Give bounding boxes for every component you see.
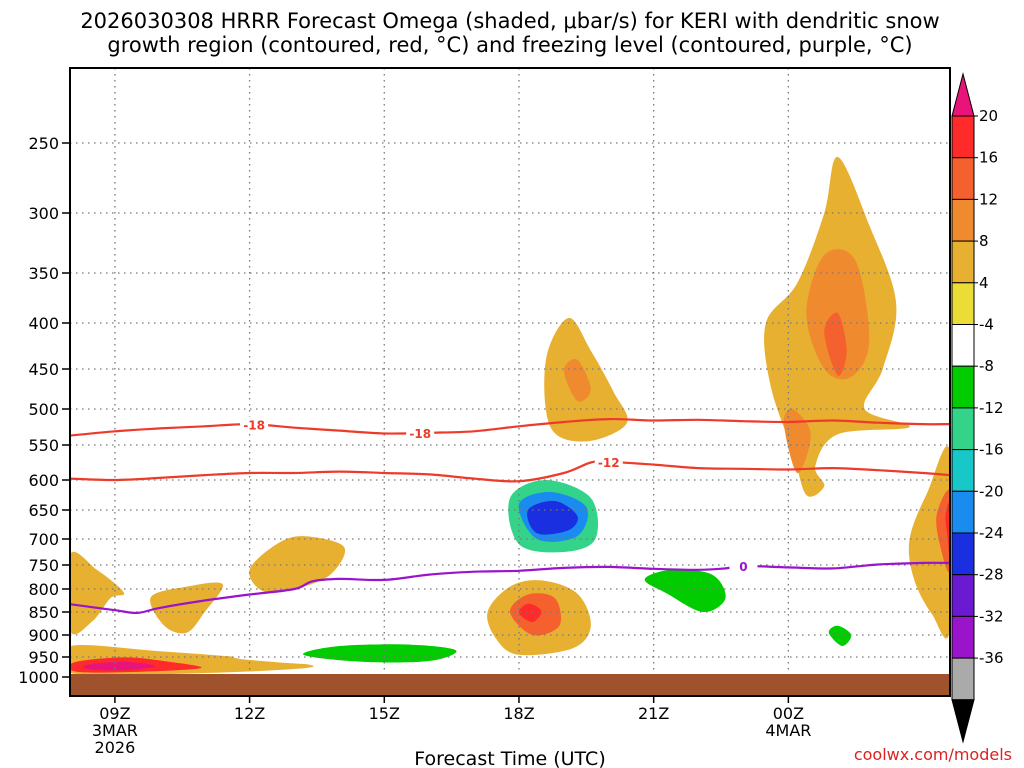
colorbar-bottom-triangle: [951, 699, 975, 744]
omega-region-5: [82, 661, 156, 671]
isotherm-label-bg-2-0: [729, 557, 758, 573]
isotherm-label-bg-1-0: [594, 453, 623, 469]
plot-frame: [69, 67, 951, 697]
omega-region-14: [527, 500, 578, 535]
colorbar-swatch-7: [951, 407, 975, 451]
y-tick-label-900: 900: [28, 626, 59, 645]
colorbar-label-1: 16: [979, 149, 998, 167]
colorbar-swatch-1: [951, 157, 975, 200]
colorbar-label-9: -20: [979, 482, 1004, 500]
omega-region-17: [518, 603, 542, 623]
isotherm-minus12: [70, 460, 950, 483]
colorbar-swatch-8: [951, 449, 975, 492]
isotherm-minus18: [70, 417, 950, 437]
colorbar-label-5: -4: [979, 316, 994, 334]
colorbar-swatch-0: [951, 115, 975, 159]
omega-region-19: [563, 359, 591, 402]
colorbar-label-6: -8: [979, 357, 994, 375]
y-tick-label-250: 250: [28, 134, 59, 153]
omega-region-30: [908, 446, 950, 639]
colorbar-label-0: 20: [979, 107, 998, 125]
y-tick-label-800: 800: [28, 580, 59, 599]
pressure-axis: 250 300 350 400 450 500 550 600 650 700 750 800 850 9…: [18, 134, 70, 687]
site-credit[interactable]: coolwx.com/models: [854, 745, 1012, 764]
temperature-contours: [70, 417, 950, 615]
y-tick-label-450: 450: [28, 360, 59, 379]
omega-region-1: [150, 582, 224, 634]
x-tick-label-2: 15Z: [369, 704, 400, 723]
colorbar-swatch-5: [951, 324, 975, 367]
x-tick-label-4: 21Z: [638, 704, 669, 723]
x-tick-label-5: 00Z: [773, 704, 804, 723]
y-tick-label-550: 550: [28, 436, 59, 455]
omega-region-25: [824, 312, 847, 376]
isotherm-label-0-0: -18: [243, 418, 265, 432]
isotherm-label-2-0: 0: [739, 560, 747, 574]
y-tick-label-950: 950: [28, 648, 59, 667]
colorbar-swatch-6: [951, 365, 975, 409]
colorbar-label-8: -16: [979, 441, 1004, 459]
x-tick-label-1: 12Z: [234, 704, 265, 723]
y-tick-label-500: 500: [28, 400, 59, 419]
colorbar-swatch-9: [951, 490, 975, 534]
colorbar-label-10: -24: [979, 524, 1004, 542]
colorbar-swatch-10: [951, 532, 975, 576]
omega-shading: [70, 68, 950, 674]
y-tick-label-600: 600: [28, 471, 59, 490]
x-tick-label-3: 18Z: [503, 704, 534, 723]
colorbar-swatch-13: [951, 657, 975, 701]
y-tick-label-750: 750: [28, 556, 59, 575]
y-tick-label-1000: 1000: [18, 668, 59, 687]
omega-region-7: [303, 644, 457, 663]
colorbar-label-2: 12: [979, 190, 998, 208]
omega-region-32: [945, 501, 950, 561]
colorbar-swatch-11: [951, 574, 975, 617]
chart-title-line2: growth region (contoured, red, °C) and f…: [107, 33, 912, 57]
grid-lines: [70, 68, 950, 674]
x-axis-label: Forecast Time (UTC): [414, 748, 605, 768]
y-tick-label-300: 300: [28, 204, 59, 223]
colorbar-label-13: -36: [979, 649, 1004, 667]
isotherm-label-bg-0-1: [406, 424, 435, 440]
isotherm-0: [70, 561, 950, 615]
omega-region-8: [464, 573, 489, 585]
isotherm-label-1-0: -12: [598, 456, 620, 470]
colorbar-label-3: 8: [979, 232, 989, 250]
colorbar-swatch-4: [951, 282, 975, 325]
x-tick-date-5: 4MAR: [765, 721, 811, 740]
x-tick-label-0: 09Z: [99, 704, 130, 723]
omega-region-26: [783, 408, 811, 474]
y-tick-label-400: 400: [28, 314, 59, 333]
colorbar-label-11: -28: [979, 566, 1004, 584]
colorbar-label-7: -12: [979, 399, 1004, 417]
omega-region-27: [779, 576, 794, 594]
ground-surface: [70, 674, 950, 696]
omega-region-2: [249, 536, 346, 593]
colorbar-swatch-12: [951, 615, 975, 659]
isotherm-label-bg-0-0: [240, 416, 269, 432]
colorbar-swatch-3: [951, 240, 975, 284]
isotherm-label-0-1: -18: [409, 427, 431, 441]
y-tick-label-350: 350: [28, 264, 59, 283]
colorbar-label-12: -32: [979, 607, 1004, 625]
y-tick-label-700: 700: [28, 530, 59, 549]
x-tick-year-0: 2026: [95, 738, 136, 757]
colorbar-top-triangle: [951, 72, 975, 117]
colorbar: 20 16 12 8 4 -4 -8 -12 -16 -20 -24 -28 -32 -36: [951, 72, 1004, 744]
omega-region-21: [644, 569, 726, 613]
omega-region-28: [774, 613, 876, 657]
y-tick-label-850: 850: [28, 603, 59, 622]
colorbar-swatch-2: [951, 198, 975, 242]
omega-region-0: [70, 551, 125, 635]
omega-region-22: [783, 155, 798, 214]
y-tick-label-650: 650: [28, 501, 59, 520]
x-tick-date-0: 3MAR: [92, 721, 138, 740]
omega-region-29: [828, 625, 852, 647]
colorbar-label-4: 4: [979, 274, 989, 292]
chart-title-line1: 2026030308 HRRR Forecast Omega (shaded, …: [80, 9, 939, 33]
